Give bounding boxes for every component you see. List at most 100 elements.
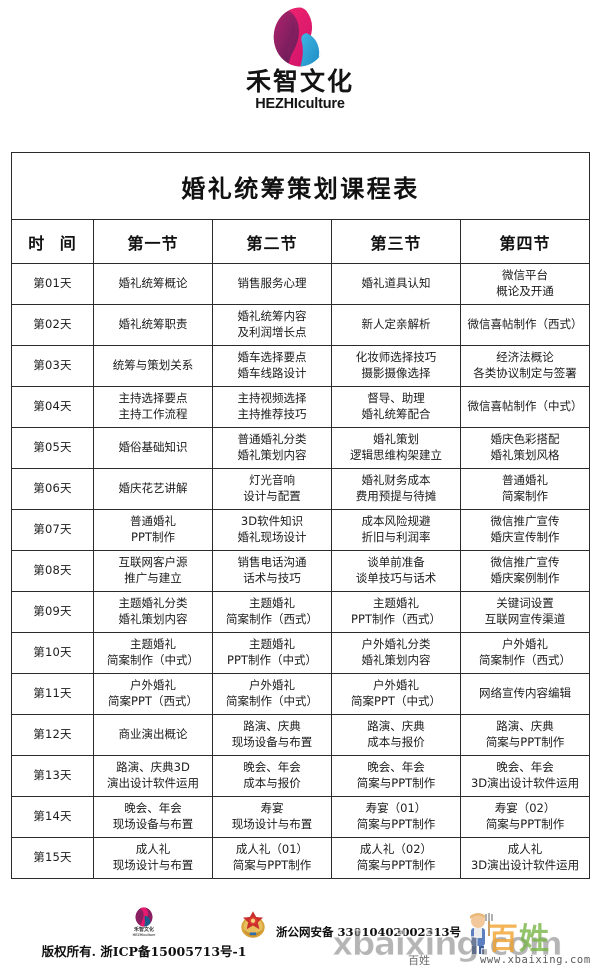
schedule-table-container: 婚礼统筹策划课程表 时 间 第一节 第二节 第三节 第四节 第01天 婚礼统筹概论… bbox=[10, 152, 591, 879]
course-cell-line: 婚礼策划内容 bbox=[237, 448, 307, 462]
course-cell-line: 督导、助理 bbox=[367, 391, 425, 406]
table-row: 第10天 主题婚礼 简案制作（中式） 主题婚礼 PPT制作（中式） 户外婚礼分类 婚礼策划内… bbox=[11, 632, 591, 674]
course-cell-session-1: 路演、庆典3D 演出设计软件运用 bbox=[93, 755, 213, 797]
course-cell-line: 简案制作（中式） bbox=[107, 653, 199, 667]
course-cell-line: 演出设计软件运用 bbox=[107, 776, 199, 790]
course-cell-line: 寿宴 bbox=[260, 801, 284, 816]
course-cell-line: 普通婚礼 bbox=[130, 514, 176, 529]
course-cell-line: 路演、庆典 bbox=[496, 719, 554, 734]
course-cell-session-2: 主题婚礼 简案制作（西式） bbox=[212, 591, 332, 633]
course-cell-line: 主题婚礼 bbox=[249, 596, 295, 611]
course-cell-line: 普通婚礼分类 bbox=[237, 432, 307, 447]
course-cell-line: 婚车选择要点 bbox=[237, 350, 307, 365]
course-cell-session-4: 成人礼 3D演出设计软件运用 bbox=[459, 837, 591, 879]
course-schedule-table: 婚礼统筹策划课程表 时 间 第一节 第二节 第三节 第四节 第01天 婚礼统筹概论… bbox=[10, 152, 591, 879]
gov-record-text: 浙公网安备 33010402002313号 bbox=[276, 925, 462, 939]
course-cell-session-3: 户外婚礼 简案PPT（中式） bbox=[331, 673, 461, 715]
course-cell-line: 婚礼道具认知 bbox=[361, 276, 431, 291]
course-cell-line: 简案与PPT制作 bbox=[485, 817, 565, 831]
course-cell-session-3: 户外婚礼分类 婚礼策划内容 bbox=[331, 632, 461, 674]
course-cell-line: 户外婚礼 bbox=[130, 678, 176, 693]
course-cell-session-2: 婚礼统筹内容 及利润增长点 bbox=[212, 304, 332, 346]
course-cell-session-1: 晚会、年会 现场设备与布置 bbox=[93, 796, 213, 838]
course-cell-line: 简案与PPT制作 bbox=[356, 858, 436, 872]
day-cell: 第08天 bbox=[11, 550, 94, 592]
day-cell: 第13天 bbox=[11, 755, 94, 797]
course-cell-line: 主持选择要点 bbox=[118, 391, 188, 406]
course-cell-line: 简案PPT（中式） bbox=[351, 694, 441, 708]
course-cell-line: 简案制作（西式） bbox=[479, 653, 572, 667]
course-cell-line: 婚礼策划内容 bbox=[118, 612, 188, 626]
table-row: 第11天 户外婚礼 简案PPT（西式） 户外婚礼 简案制作（中式） 户外婚礼 简案PPT（中… bbox=[11, 673, 591, 715]
course-cell-session-4: 关键词设置 互联网宣传渠道 bbox=[459, 591, 591, 633]
column-header-session-4: 第四节 bbox=[459, 219, 591, 264]
course-cell-line: 谈单技巧与话术 bbox=[355, 571, 437, 585]
course-cell-line: 晚会、年会 bbox=[496, 760, 554, 775]
course-cell-line: 微信喜帖制作（西式） bbox=[467, 317, 583, 332]
table-row: 第14天 晚会、年会 现场设备与布置 寿宴 现场设计与布置 寿宴（01） 简案与PPT制作寿… bbox=[11, 796, 591, 838]
course-cell-session-2: 3D软件知识 婚礼现场设计 bbox=[212, 509, 332, 551]
course-cell-line: 婚礼现场设计 bbox=[237, 530, 307, 544]
course-cell-session-4: 经济法概论 各类协议制定与签署 bbox=[459, 345, 591, 387]
course-cell-line: PPT制作（西式） bbox=[351, 612, 441, 626]
course-cell-line: 主持工作流程 bbox=[118, 407, 188, 421]
course-cell-session-2: 婚车选择要点 婚车线路设计 bbox=[212, 345, 332, 387]
day-cell: 第05天 bbox=[11, 427, 94, 469]
day-cell: 第11天 bbox=[11, 673, 94, 715]
course-cell-session-4: 普通婚礼 简案制作 bbox=[459, 468, 591, 510]
table-header-row: 时 间 第一节 第二节 第三节 第四节 bbox=[11, 219, 591, 264]
course-cell-line: 户外婚礼 bbox=[373, 678, 419, 693]
course-cell-line: 网络宣传内容编辑 bbox=[479, 686, 572, 701]
table-row: 第02天 婚礼统筹职责 婚礼统筹内容 及利润增长点 新人定亲解析 微信喜帖制作（西式） bbox=[11, 304, 591, 346]
course-cell-line: 简案与PPT制作 bbox=[356, 817, 436, 831]
course-cell-line: 路演、庆典 bbox=[243, 719, 301, 734]
course-cell-line: 谈单前准备 bbox=[367, 555, 425, 570]
course-cell-session-3: 主题婚礼 PPT制作（西式） bbox=[331, 591, 461, 633]
page-footer: 禾智文化 HEZHIculture 版权所有. 浙ICP备15005713号-1… bbox=[0, 900, 600, 972]
course-cell-line: 婚礼统筹内容 bbox=[237, 309, 307, 324]
course-cell-line: 婚庆宣传制作 bbox=[490, 530, 560, 544]
course-cell-line: 现场设计与布置 bbox=[112, 858, 194, 872]
course-cell-session-3: 谈单前准备 谈单技巧与话术 bbox=[331, 550, 461, 592]
footer-gov-record-block[interactable]: 浙公网安备 33010402002313号 bbox=[236, 908, 461, 942]
table-row: 第07天 普通婚礼 PPT制作 3D软件知识 婚礼现场设计 成本风险规避 折旧与利润率 微信推… bbox=[11, 509, 591, 551]
course-cell-line: PPT制作（中式） bbox=[227, 653, 317, 667]
course-cell-session-1: 成人礼 现场设计与布置 bbox=[93, 837, 213, 879]
course-cell-line: 经济法概论 bbox=[496, 350, 554, 365]
table-row: 第13天 路演、庆典3D 演出设计软件运用 晚会、年会 成本与报价 晚会、年会 简案与PPT… bbox=[11, 755, 591, 797]
course-cell-line: 婚礼财务成本 bbox=[361, 473, 431, 488]
column-header-session-1: 第一节 bbox=[93, 219, 213, 264]
course-cell-line: 简案制作（西式） bbox=[226, 612, 318, 626]
course-cell-session-4: 路演、庆典 简案与PPT制作 bbox=[459, 714, 591, 756]
course-cell-session-3: 督导、助理 婚礼统筹配合 bbox=[331, 386, 461, 428]
police-badge-icon bbox=[241, 911, 265, 938]
course-cell-line: 费用预提与待摊 bbox=[355, 489, 437, 503]
footer-copyright-block: 禾智文化 HEZHIculture 版权所有. 浙ICP备15005713号-1 bbox=[34, 900, 254, 960]
course-cell-line: 折旧与利润率 bbox=[361, 530, 431, 544]
course-cell-line: 新人定亲解析 bbox=[361, 317, 431, 332]
course-cell-line: 户外婚礼分类 bbox=[361, 637, 431, 652]
day-cell: 第02天 bbox=[11, 304, 94, 346]
day-cell: 第09天 bbox=[11, 591, 94, 633]
course-cell-line: 互联网客户源 bbox=[118, 555, 188, 570]
course-cell-session-4: 晚会、年会 3D演出设计软件运用 bbox=[459, 755, 591, 797]
course-cell-line: 成人礼（02） bbox=[359, 842, 433, 857]
icp-license-text[interactable]: 版权所有. 浙ICP备15005713号-1 bbox=[41, 944, 247, 960]
course-cell-line: 及利润增长点 bbox=[237, 325, 307, 339]
course-cell-session-4: 微信喜帖制作（中式） bbox=[459, 386, 591, 428]
course-cell-session-3: 婚礼财务成本 费用预提与待摊 bbox=[331, 468, 461, 510]
course-cell-line: 简案PPT（西式） bbox=[108, 694, 198, 708]
course-cell-line: 寿宴（02） bbox=[494, 801, 556, 816]
table-row: 第03天 统筹与策划关系 婚车选择要点 婚车线路设计 化妆师选择技巧 摄影摄像选择 经济法概… bbox=[11, 345, 591, 387]
course-cell-session-1: 主题婚礼 简案制作（中式） bbox=[93, 632, 213, 674]
course-cell-session-2: 户外婚礼 简案制作（中式） bbox=[212, 673, 332, 715]
course-cell-line: 婚礼策划 bbox=[373, 432, 419, 447]
course-cell-line: 微信推广宣传 bbox=[490, 514, 560, 529]
day-cell: 第15天 bbox=[11, 837, 94, 879]
course-cell-session-1: 主题婚礼分类 婚礼策划内容 bbox=[93, 591, 213, 633]
course-cell-session-1: 商业演出概论 bbox=[93, 714, 213, 756]
course-cell-session-2: 销售电话沟通 话术与技巧 bbox=[212, 550, 332, 592]
course-cell-line: 微信平台 bbox=[502, 268, 549, 283]
day-cell: 第03天 bbox=[11, 345, 94, 387]
course-cell-line: 现场设计与布置 bbox=[231, 817, 313, 831]
